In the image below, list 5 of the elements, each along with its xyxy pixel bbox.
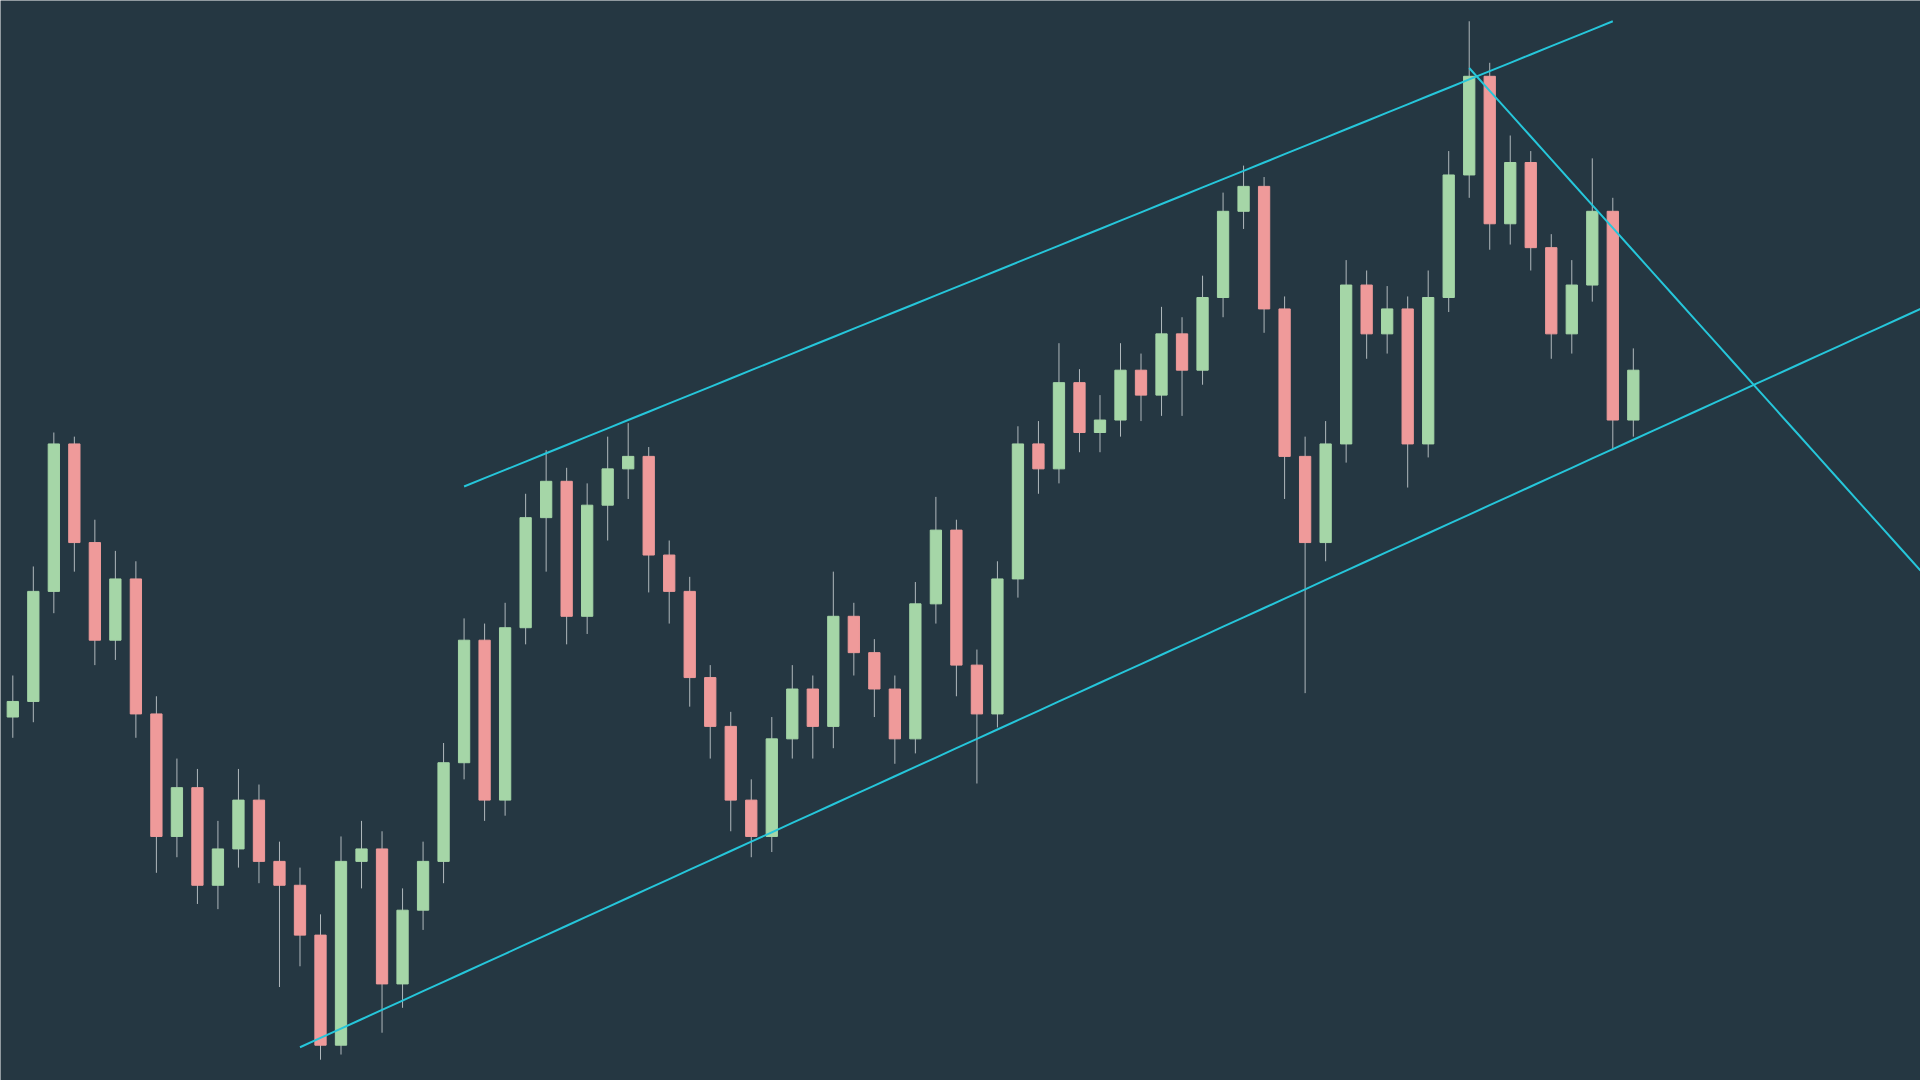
candlestick <box>273 841 286 988</box>
candlestick <box>622 422 635 500</box>
candlestick <box>6 675 19 739</box>
candlestick <box>1093 394 1107 453</box>
candlestick <box>355 820 368 889</box>
